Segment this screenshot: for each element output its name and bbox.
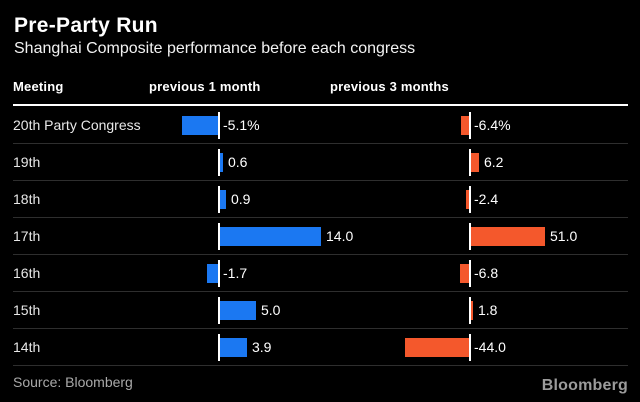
zero-axis-tick — [218, 297, 220, 324]
row-separator — [13, 180, 628, 181]
chart-subtitle: Shanghai Composite performance before ea… — [14, 40, 416, 57]
zero-axis-tick — [218, 186, 220, 213]
bar-1-month — [182, 116, 219, 135]
header-rule — [13, 104, 628, 106]
table-row: 19th 0.6 6.2 — [0, 144, 640, 181]
value-label-1-month: -5.1% — [223, 117, 260, 133]
zero-axis-tick — [469, 149, 471, 176]
source-label: Source: Bloomberg — [13, 374, 133, 390]
table-row: 15th 5.0 1.8 — [0, 292, 640, 329]
value-label-3-months: 51.0 — [550, 228, 578, 244]
meeting-label: 16th — [13, 265, 41, 281]
column-header-3-months: previous 3 months — [330, 79, 449, 94]
bar-3-months — [470, 227, 545, 246]
zero-axis-tick — [469, 186, 471, 213]
value-label-3-months: -6.4% — [474, 117, 511, 133]
column-header-1-month: previous 1 month — [149, 79, 261, 94]
zero-axis-tick — [469, 334, 471, 361]
value-label-1-month: 3.9 — [252, 339, 272, 355]
bar-1-month — [219, 190, 226, 209]
bar-3-months — [466, 190, 470, 209]
zero-axis-tick — [218, 149, 220, 176]
value-label-3-months: 6.2 — [484, 154, 504, 170]
value-label-3-months: -44.0 — [474, 339, 506, 355]
zero-axis-tick — [469, 112, 471, 139]
value-label-3-months: -2.4 — [474, 191, 499, 207]
bar-3-months — [405, 338, 470, 357]
table-row: 14th 3.9 -44.0 — [0, 329, 640, 366]
meeting-label: 20th Party Congress — [13, 117, 141, 133]
zero-axis-tick — [218, 260, 220, 287]
zero-axis-tick — [218, 334, 220, 361]
bar-1-month — [219, 227, 321, 246]
bar-3-months — [470, 153, 479, 172]
row-separator — [13, 143, 628, 144]
value-label-3-months: 1.8 — [478, 302, 498, 318]
bloomberg-logo: Bloomberg — [541, 377, 628, 394]
value-label-3-months: -6.8 — [474, 265, 499, 281]
table-row: 20th Party Congress -5.1% -6.4% — [0, 107, 640, 144]
meeting-label: 18th — [13, 191, 41, 207]
row-separator — [13, 254, 628, 255]
table-row: 16th -1.7 -6.8 — [0, 255, 640, 292]
value-label-1-month: 0.9 — [231, 191, 251, 207]
bar-1-month — [219, 338, 247, 357]
page-title: Pre-Party Run — [14, 14, 158, 37]
bar-3-months — [460, 264, 470, 283]
bar-3-months — [461, 116, 470, 135]
row-separator — [13, 291, 628, 292]
row-separator — [13, 217, 628, 218]
column-header-meeting: Meeting — [13, 79, 64, 94]
zero-axis-tick — [218, 223, 220, 250]
meeting-label: 15th — [13, 302, 41, 318]
meeting-label: 14th — [13, 339, 41, 355]
zero-axis-tick — [469, 260, 471, 287]
meeting-label: 17th — [13, 228, 41, 244]
bar-3-months — [470, 301, 473, 320]
row-separator — [13, 328, 628, 329]
bar-1-month — [219, 301, 256, 320]
chart-rows: 20th Party Congress -5.1% -6.4% 19th 0.6 6.2 1… — [0, 107, 640, 366]
zero-axis-tick — [218, 112, 220, 139]
value-label-1-month: 14.0 — [326, 228, 354, 244]
value-label-1-month: -1.7 — [223, 265, 248, 281]
value-label-1-month: 0.6 — [228, 154, 248, 170]
meeting-label: 19th — [13, 154, 41, 170]
bar-1-month — [219, 153, 223, 172]
row-separator — [13, 365, 628, 366]
value-label-1-month: 5.0 — [261, 302, 281, 318]
zero-axis-tick — [469, 223, 471, 250]
table-row: 18th 0.9 -2.4 — [0, 181, 640, 218]
table-row: 17th 14.0 51.0 — [0, 218, 640, 255]
bar-1-month — [207, 264, 219, 283]
zero-axis-tick — [469, 297, 471, 324]
